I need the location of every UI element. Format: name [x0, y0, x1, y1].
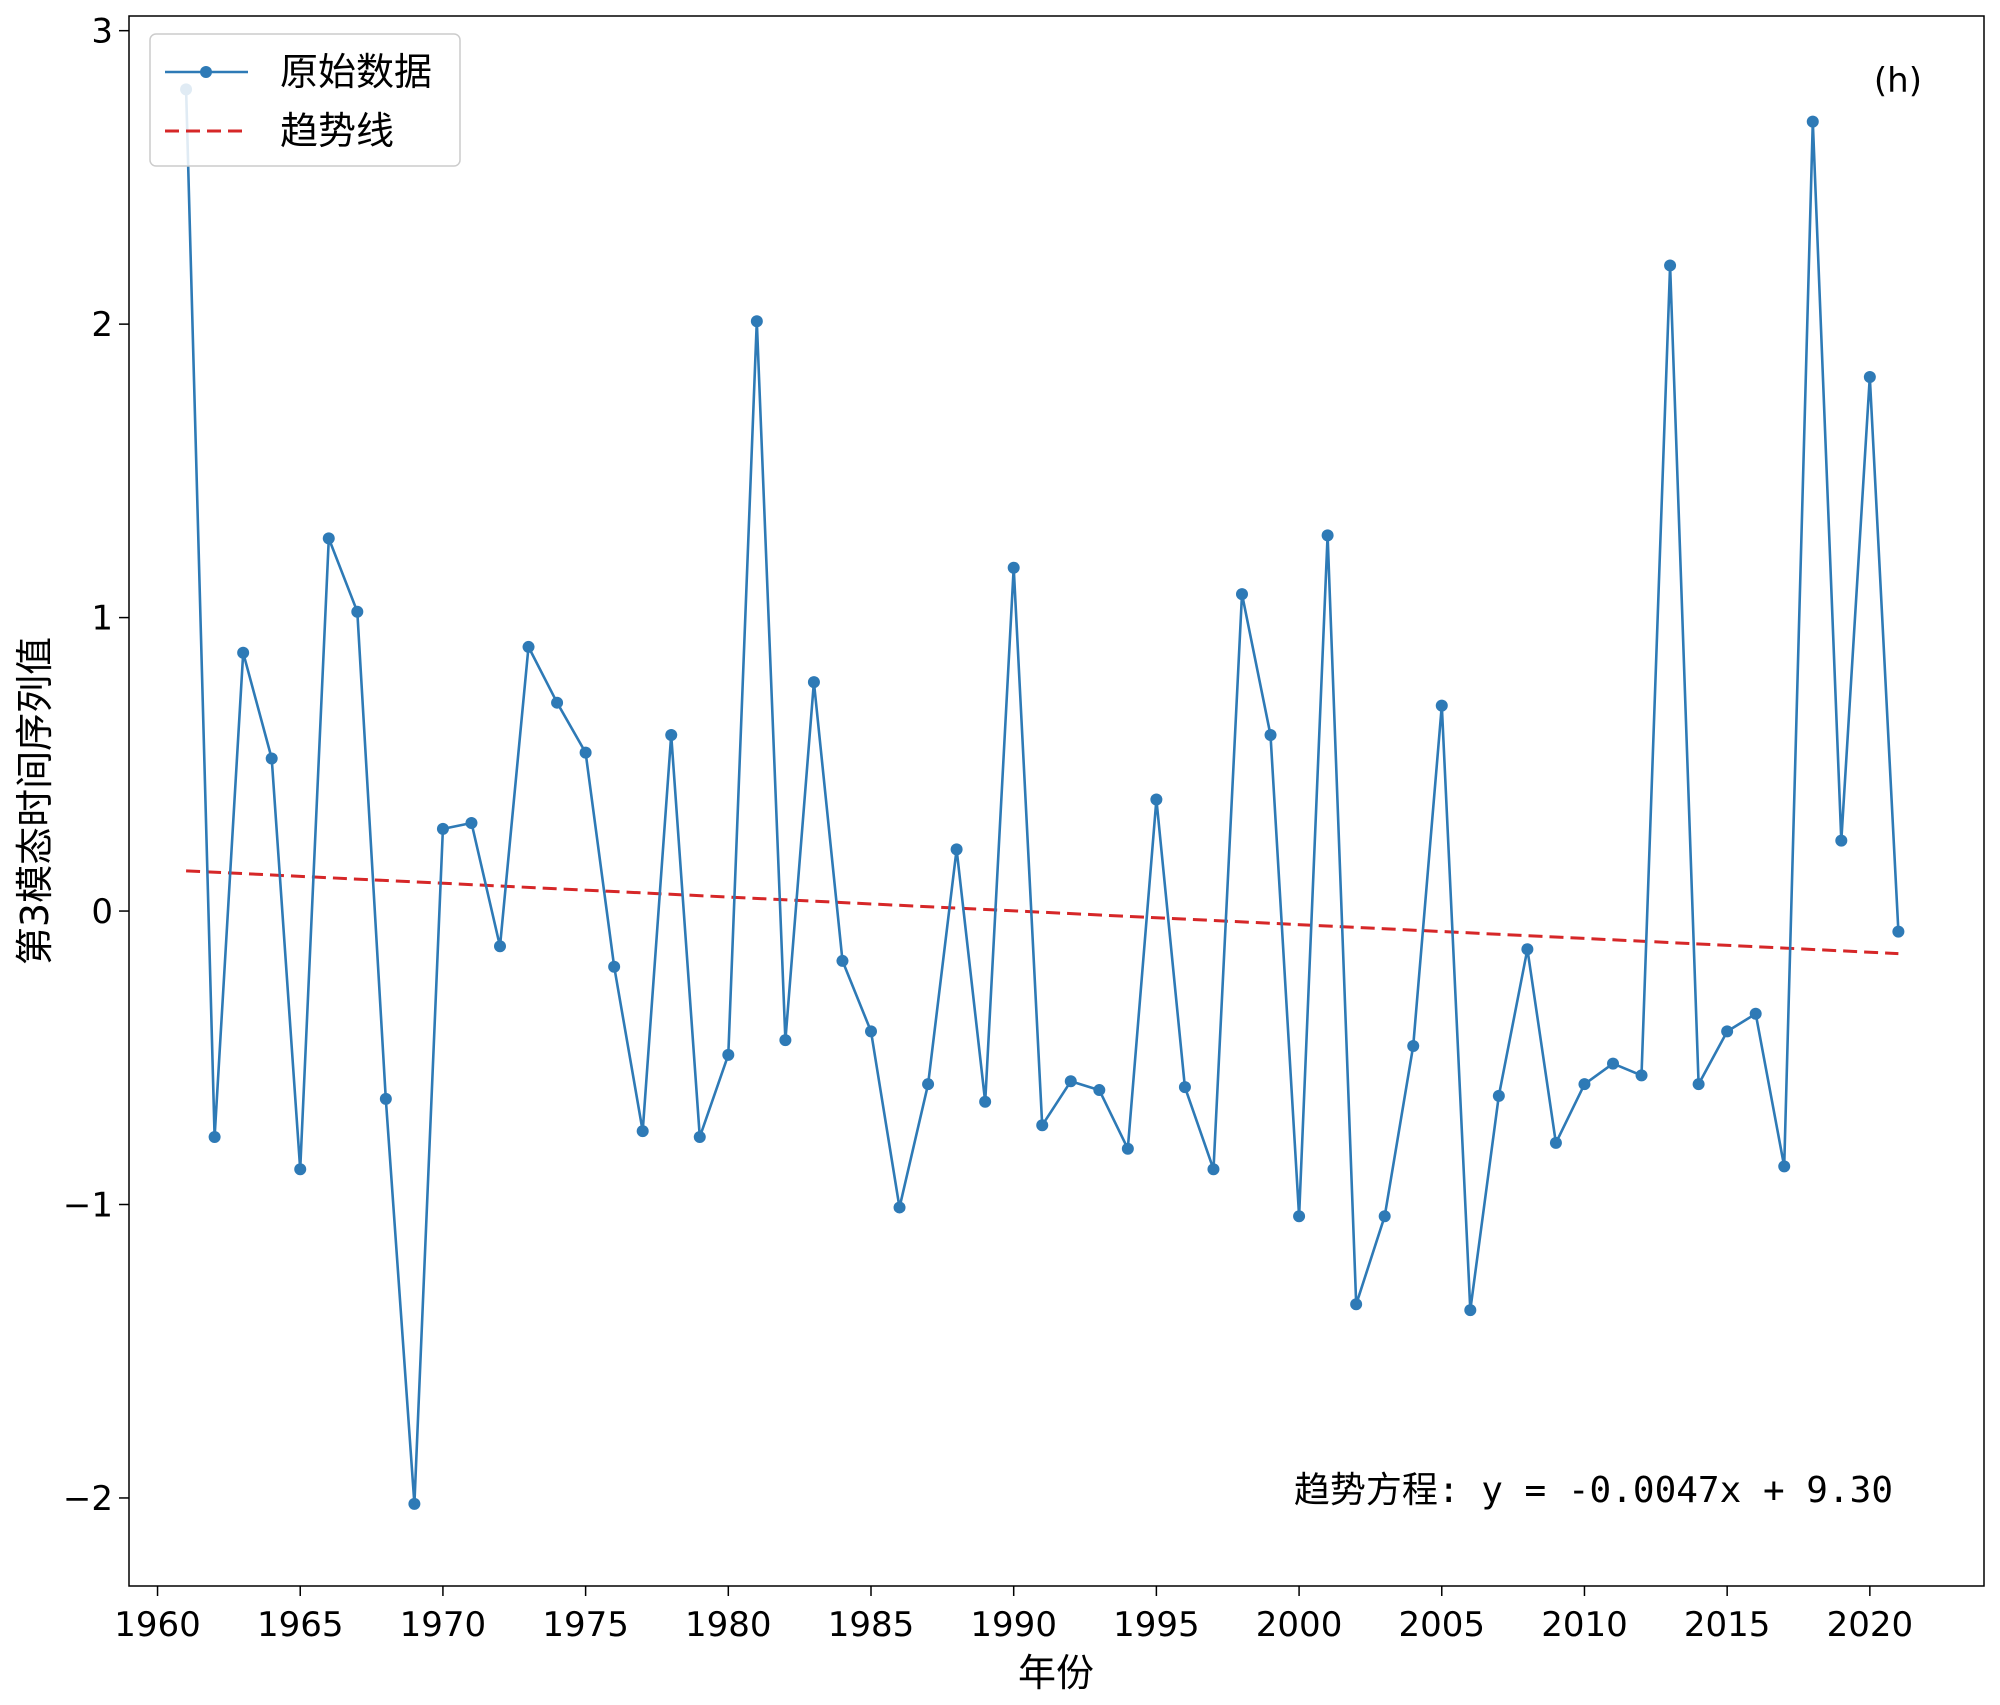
data-point [608, 960, 621, 973]
x-tick-label: 2005 [1399, 1605, 1486, 1645]
plot-frame [128, 15, 1985, 1587]
y-tick-label: −2 [63, 1479, 113, 1519]
data-point [1664, 259, 1677, 272]
x-tick-label: 1975 [542, 1605, 629, 1645]
data-point [1121, 1142, 1134, 1155]
data-point [1207, 1163, 1220, 1176]
data-point [1806, 115, 1819, 128]
panel-label: (h) [1874, 61, 1922, 101]
y-axis: −2 −1 0 1 2 3 [63, 12, 129, 1519]
data-point [436, 822, 449, 835]
data-point [1064, 1075, 1077, 1088]
x-axis-label: 年份 [1018, 1651, 1094, 1695]
legend: 原始数据 趋势线 [149, 33, 461, 167]
data-point [1093, 1084, 1106, 1097]
data-point [893, 1201, 906, 1214]
data-point [1892, 925, 1905, 938]
data-point [1863, 370, 1876, 383]
data-point [836, 954, 849, 967]
data-point [1321, 529, 1334, 542]
trend-equation: 趋势方程: y = -0.0047x + 9.30 [1294, 1470, 1893, 1511]
data-point [579, 746, 592, 759]
plot-area [129, 16, 1984, 1586]
data-point [922, 1078, 935, 1091]
data-point [1521, 943, 1534, 956]
y-tick-label: 1 [91, 599, 113, 639]
data-point [1350, 1298, 1363, 1311]
data-point [1407, 1040, 1420, 1053]
data-point [750, 315, 763, 328]
data-point [237, 646, 250, 659]
data-point [1635, 1069, 1648, 1082]
series-layer [180, 83, 1905, 1510]
x-tick-label: 1990 [970, 1605, 1057, 1645]
data-point [1721, 1025, 1734, 1038]
data-point [1749, 1007, 1762, 1020]
trend-layer [186, 869, 1899, 956]
data-point [636, 1125, 649, 1138]
y-tick-label: 2 [91, 305, 113, 345]
data-point [1435, 699, 1448, 712]
data-point [807, 676, 820, 689]
data-point [1264, 728, 1277, 741]
legend-box [149, 33, 461, 167]
data-point [1692, 1078, 1705, 1091]
data-point [1607, 1057, 1619, 1070]
y-tick-label: −1 [63, 1186, 113, 1226]
data-point [779, 1034, 792, 1047]
data-point [522, 640, 535, 653]
x-tick-label: 1980 [685, 1605, 772, 1645]
data-point [294, 1163, 307, 1176]
data-point [408, 1497, 421, 1510]
trend-line [186, 869, 1899, 956]
data-point [1007, 561, 1020, 574]
x-tick-label: 1965 [257, 1605, 344, 1645]
data-point [1549, 1136, 1562, 1149]
x-tick-label: 2010 [1541, 1605, 1628, 1645]
x-tick-label: 1970 [400, 1605, 487, 1645]
legend-label-raw: 原始数据 [280, 50, 432, 94]
data-point [379, 1092, 392, 1105]
x-tick-label: 1985 [828, 1605, 915, 1645]
x-tick-label: 2020 [1827, 1605, 1914, 1645]
data-point [265, 752, 278, 765]
x-tick-label: 1960 [114, 1605, 201, 1645]
data-point [1578, 1078, 1591, 1091]
y-axis-label: 第3模态时间序列值 [13, 637, 57, 965]
x-axis: 1960 1965 1970 1975 1980 1985 1990 1995 2000 2005… [114, 1586, 1913, 1645]
data-point [1378, 1210, 1391, 1223]
data-point [551, 696, 564, 709]
x-tick-label: 2015 [1684, 1605, 1771, 1645]
data-point [722, 1048, 735, 1061]
data-point [1778, 1160, 1791, 1173]
data-point [1178, 1081, 1191, 1094]
data-point [494, 940, 506, 953]
data-point [665, 728, 678, 741]
data-point [465, 817, 478, 830]
data-point [1036, 1119, 1049, 1132]
data-point [950, 843, 963, 856]
data-point [1293, 1210, 1306, 1223]
data-point [1236, 588, 1248, 601]
legend-label-trend: 趋势线 [280, 109, 394, 153]
y-tick-label: 0 [91, 892, 113, 932]
data-point [208, 1131, 221, 1144]
x-tick-label: 2000 [1256, 1605, 1343, 1645]
data-point [1150, 793, 1163, 806]
data-point [1464, 1304, 1477, 1317]
data-point [979, 1095, 992, 1108]
data-point [1835, 834, 1848, 847]
y-tick-label: 3 [91, 12, 113, 52]
x-tick-label: 1995 [1113, 1605, 1200, 1645]
legend-marker-raw [200, 66, 212, 78]
data-point [322, 532, 335, 545]
data-point [693, 1131, 706, 1144]
data-point [351, 605, 364, 618]
data-point [865, 1025, 877, 1038]
data-point [1492, 1089, 1505, 1102]
